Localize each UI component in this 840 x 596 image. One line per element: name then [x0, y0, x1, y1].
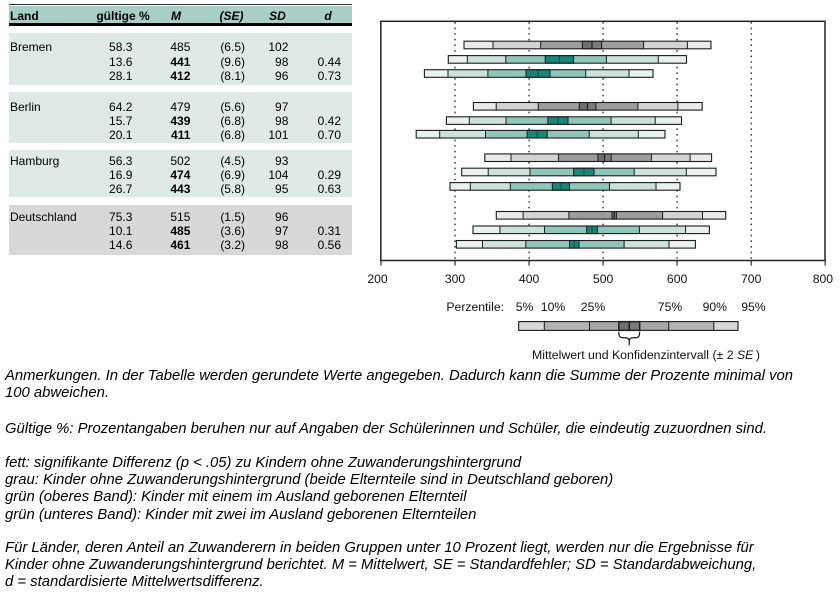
svg-text:400: 400: [519, 272, 540, 286]
svg-text:700: 700: [741, 272, 762, 286]
svg-text:75%: 75%: [658, 300, 683, 314]
svg-text:Perzentile:: Perzentile:: [446, 300, 504, 314]
svg-text:300: 300: [445, 272, 466, 286]
svg-text:25%: 25%: [581, 300, 606, 314]
svg-text:5%: 5%: [516, 300, 534, 314]
svg-text:800: 800: [813, 272, 834, 286]
svg-text:10%: 10%: [541, 300, 566, 314]
svg-text:90%: 90%: [703, 300, 728, 314]
svg-text:500: 500: [593, 272, 614, 286]
svg-text:200: 200: [367, 272, 388, 286]
svg-text:600: 600: [667, 272, 688, 286]
svg-text:Mittelwert und Konfidenzinterv: Mittelwert und Konfidenzintervall (± 2 S…: [532, 348, 760, 362]
svg-text:95%: 95%: [741, 300, 766, 314]
